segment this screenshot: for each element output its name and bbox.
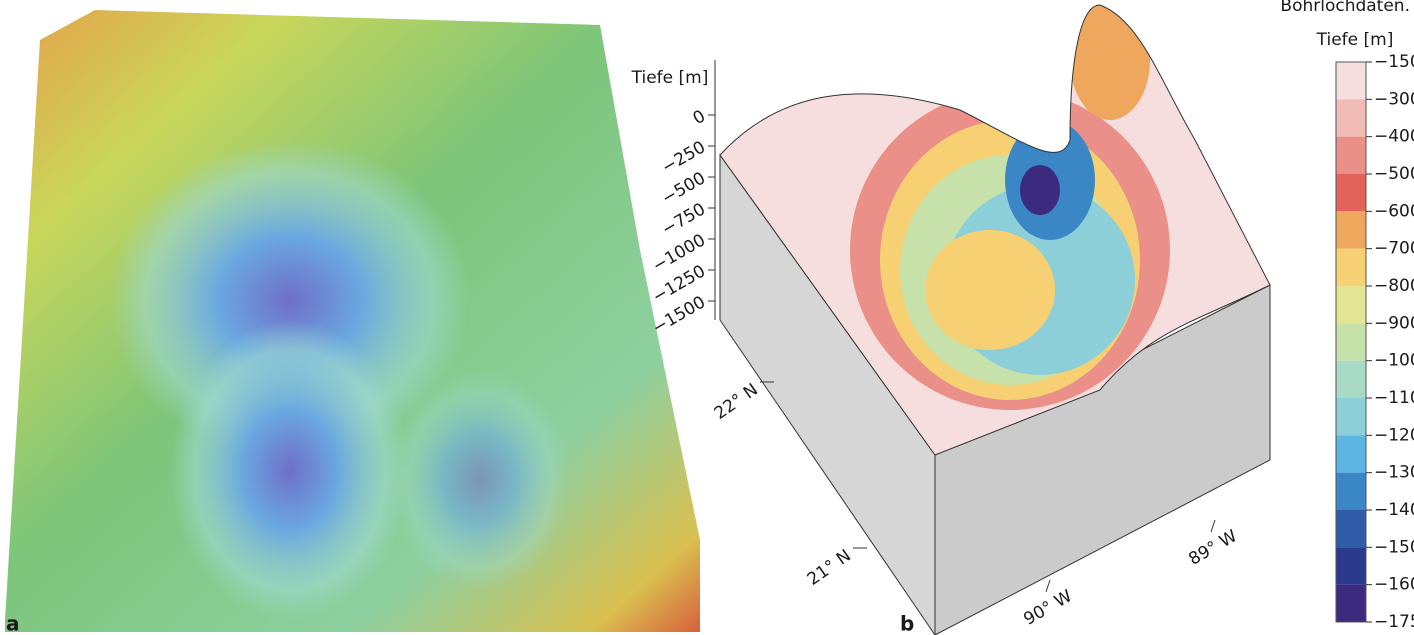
colorbar-swatch xyxy=(1336,510,1366,547)
colorbar-label: −800 xyxy=(1374,276,1414,296)
colorbar-swatch xyxy=(1336,547,1366,584)
colorbar-label: −1750 xyxy=(1374,612,1414,632)
colorbar-title: Tiefe [m] xyxy=(1316,30,1394,50)
colorbar-label: −900 xyxy=(1374,313,1414,333)
longitude-label: 90° W xyxy=(1020,586,1075,630)
colorbar-swatch xyxy=(1336,323,1366,360)
colorbar-swatch xyxy=(1336,211,1366,248)
colorbar-label: −1000 xyxy=(1374,351,1414,371)
colorbar-swatch xyxy=(1336,174,1366,211)
depth-axis-title: Tiefe [m] xyxy=(631,68,709,88)
panel-label: a xyxy=(6,612,20,635)
colorbar-swatch xyxy=(1336,286,1366,323)
latitude-label: 21° N xyxy=(804,546,855,590)
colorbar-label: −150 xyxy=(1374,52,1414,72)
contour xyxy=(925,230,1055,350)
depth-tick-label: 0 xyxy=(690,106,709,129)
colorbar-swatch xyxy=(1336,361,1366,398)
colorbar-label: −400 xyxy=(1374,127,1414,147)
colorbar-swatch xyxy=(1336,435,1366,472)
colorbar-swatch xyxy=(1336,473,1366,510)
colorbar-swatch xyxy=(1336,99,1366,136)
terrain-depression xyxy=(390,370,570,590)
longitude-label: 89° W xyxy=(1185,526,1240,570)
colorbar-swatch xyxy=(1336,585,1366,622)
terrain-depression xyxy=(170,320,410,620)
tick-mark xyxy=(1046,580,1050,592)
depth-tick-label: −250 xyxy=(659,137,709,178)
colorbar-swatch xyxy=(1336,249,1366,286)
colorbar-label: −1200 xyxy=(1374,425,1414,445)
contour xyxy=(1020,165,1060,215)
colorbar-label: −1500 xyxy=(1374,537,1414,557)
tick-mark xyxy=(1211,520,1215,532)
colorbar-label: −1600 xyxy=(1374,575,1414,595)
colorbar-label: −700 xyxy=(1374,239,1414,259)
colorbar-label: −300 xyxy=(1374,89,1414,109)
colorbar-swatch xyxy=(1336,137,1366,174)
latitude-label: 22° N xyxy=(711,380,762,424)
colorbar-swatch xyxy=(1336,398,1366,435)
panel-label: b xyxy=(900,612,914,635)
colorbar-label: −600 xyxy=(1374,201,1414,221)
colorbar-label: −1400 xyxy=(1374,500,1414,520)
colorbar-label: −1100 xyxy=(1374,388,1414,408)
colorbar-label: −1300 xyxy=(1374,463,1414,483)
figure: a Tiefe [m] b Bohrlochdaten. Tiefe [m] 0… xyxy=(0,0,1414,635)
note: Bohrlochdaten. xyxy=(1280,0,1410,16)
colorbar-label: −500 xyxy=(1374,164,1414,184)
colorbar-swatch xyxy=(1336,62,1366,99)
contour xyxy=(1070,0,1150,120)
